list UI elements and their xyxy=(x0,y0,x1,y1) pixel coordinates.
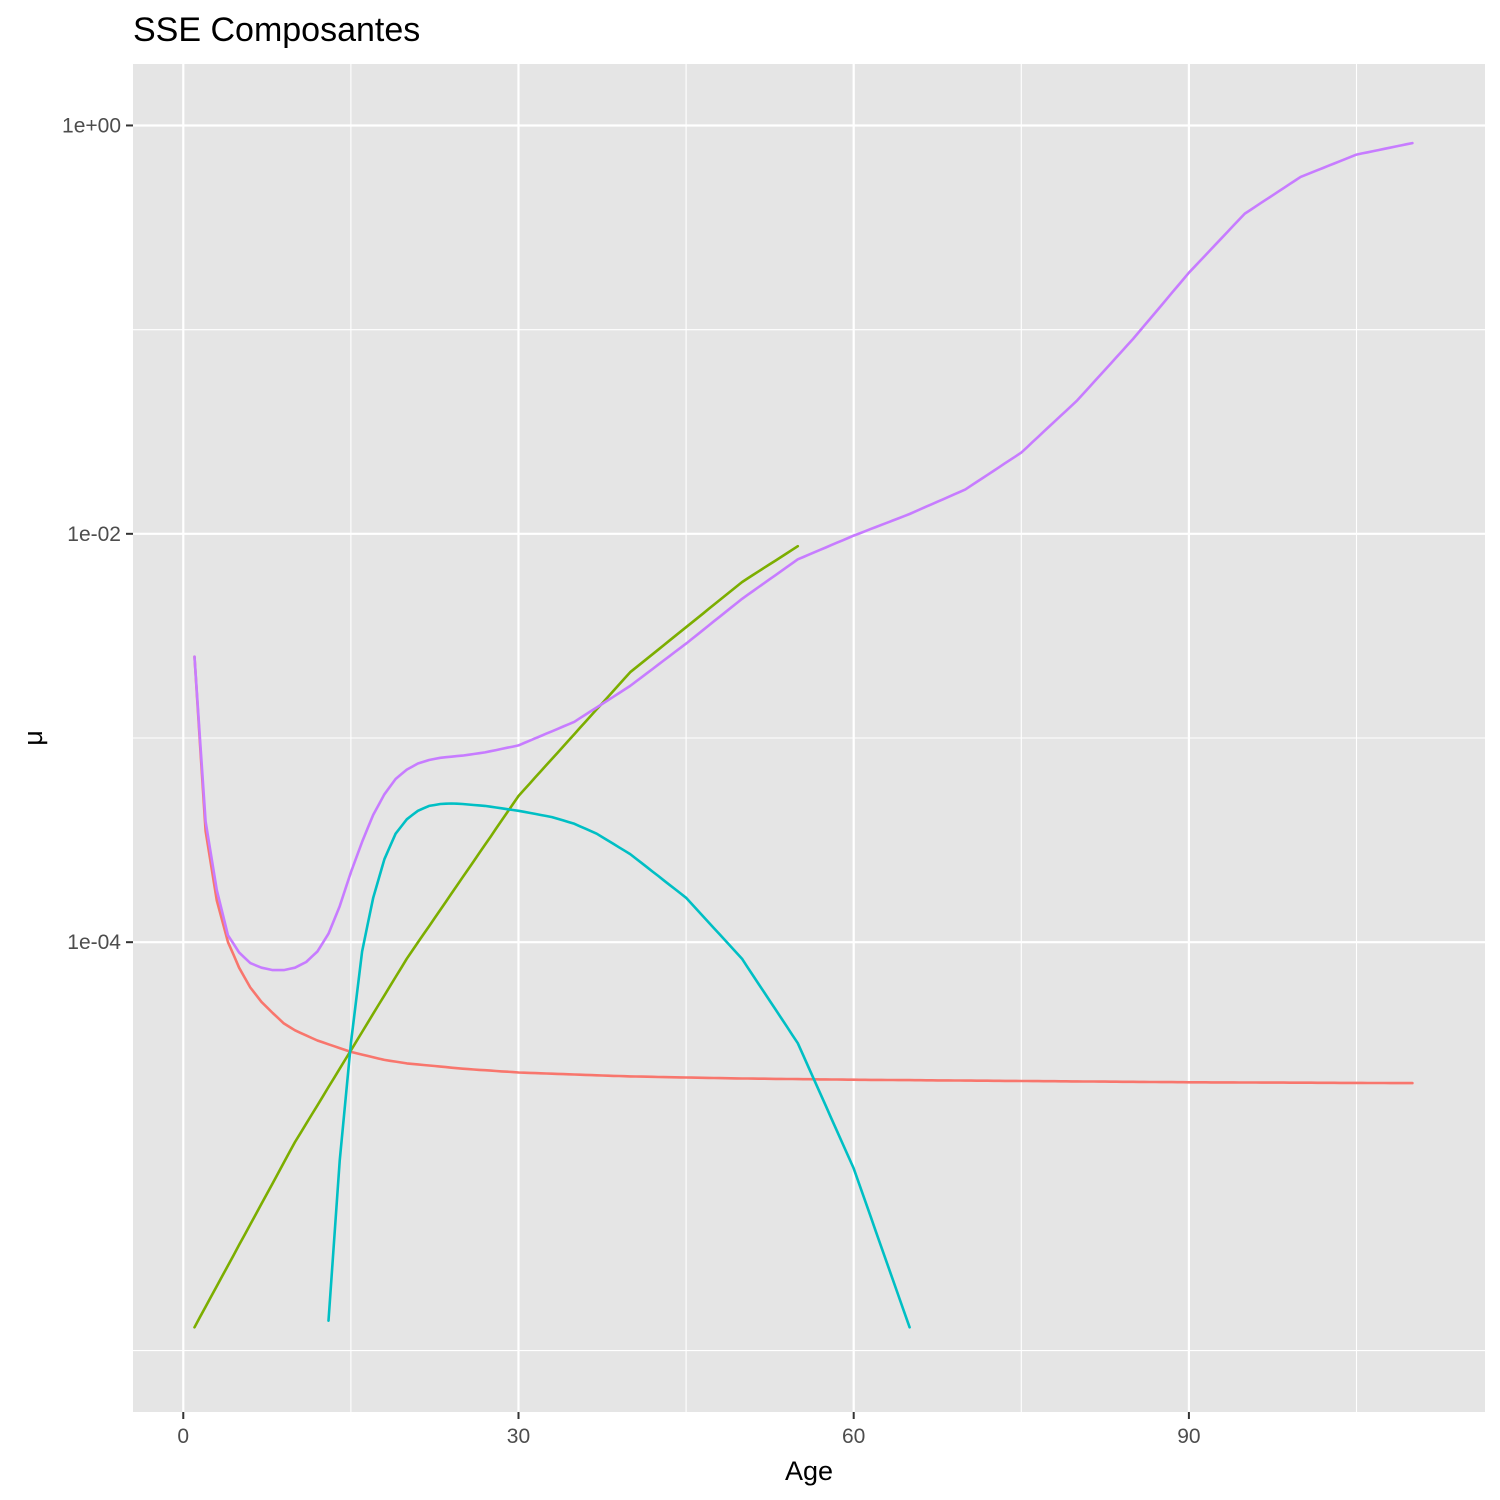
y-tick-label: 1e-04 xyxy=(67,931,121,954)
x-tick-label: 60 xyxy=(842,1425,865,1448)
series-line-3 xyxy=(327,802,911,1329)
x-tick-label: 90 xyxy=(1177,1425,1200,1448)
series-layer xyxy=(193,141,1414,1329)
series-line-2 xyxy=(193,544,800,1329)
y-axis-label: μ xyxy=(18,730,48,746)
minor-gridlines xyxy=(133,64,1485,1412)
chart-title: SSE Composantes xyxy=(133,11,420,49)
x-axis-label: Age xyxy=(785,1456,833,1486)
series-line-1 xyxy=(193,655,1414,1085)
y-tick-label: 1e+00 xyxy=(62,114,121,137)
x-tick-label: 30 xyxy=(507,1425,530,1448)
axis-ticks: 0 30 60 90 1e-04 1e-02 1e+00 xyxy=(62,114,1201,1448)
major-gridlines xyxy=(133,64,1485,1412)
y-tick-label: 1e-02 xyxy=(67,523,121,546)
x-tick-label: 0 xyxy=(177,1425,189,1448)
series-line-4 xyxy=(193,141,1414,972)
